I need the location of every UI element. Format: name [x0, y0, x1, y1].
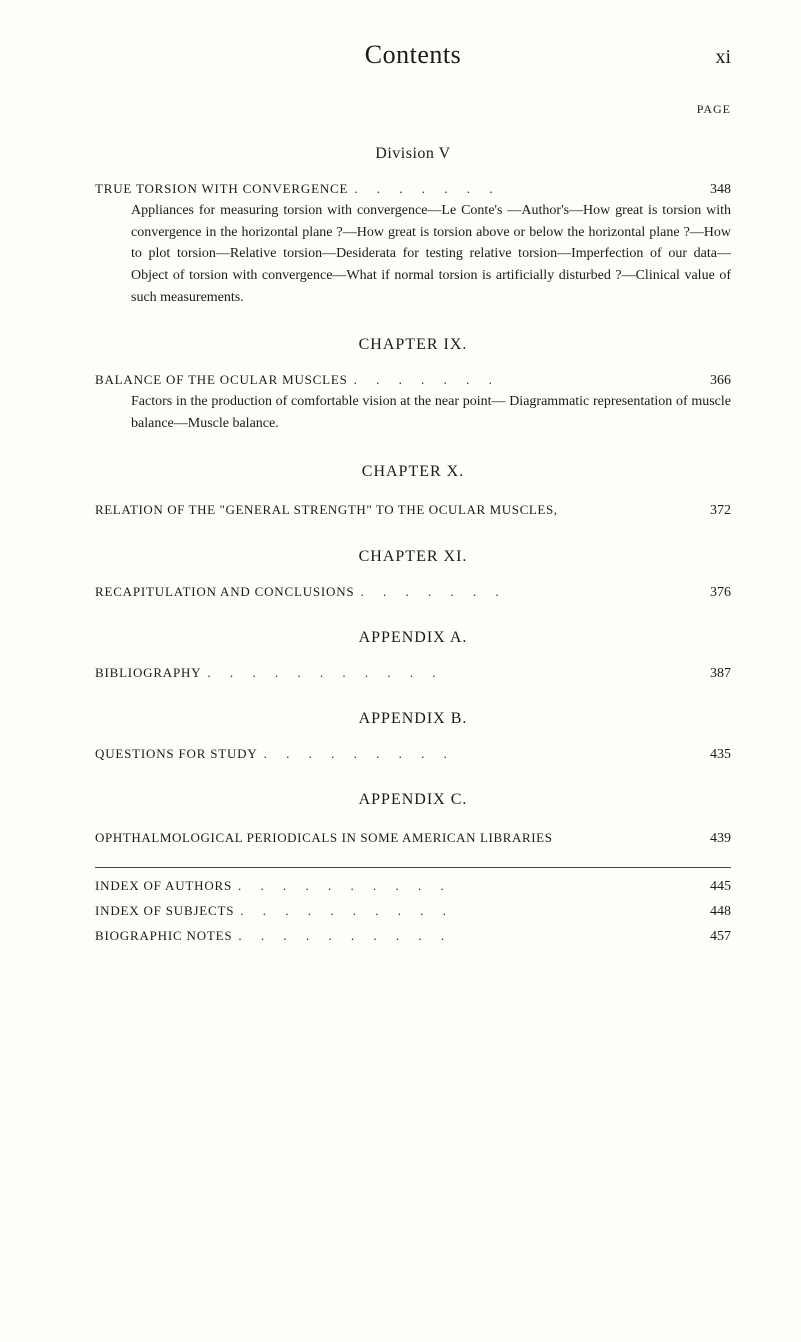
leader-dots: . . . . . . .: [354, 372, 685, 388]
leader-dots: . . . . . . .: [354, 181, 685, 197]
leader-dots: . . . . . . . . . .: [238, 878, 685, 894]
toc-entry-line: TRUE TORSION WITH CONVERGENCE . . . . . …: [95, 181, 731, 198]
chapter-heading: CHAPTER X.: [95, 463, 731, 481]
toc-entry-description: Appliances for measuring torsion with co…: [131, 200, 731, 308]
toc-entry-line: INDEX OF AUTHORS . . . . . . . . . . 445: [95, 878, 731, 895]
toc-entry-appendix: OPHTHALMOLOGICAL PERIODICALS IN SOME AME…: [95, 827, 731, 848]
toc-entry-title: BIOGRAPHIC NOTES: [95, 928, 232, 944]
chapter-heading: CHAPTER IX.: [95, 336, 731, 354]
leader-dots: . . . . . . . . . .: [240, 903, 685, 919]
toc-entry-appendix: QUESTIONS FOR STUDY . . . . . . . . . 43…: [95, 746, 731, 763]
toc-entry-line: BALANCE OF THE OCULAR MUSCLES . . . . . …: [95, 372, 731, 389]
toc-entry-chapter: RELATION OF THE "GENERAL STRENGTH" TO TH…: [95, 499, 731, 520]
toc-entry-description: Factors in the production of comfortable…: [131, 391, 731, 434]
toc-entry-line: INDEX OF SUBJECTS . . . . . . . . . . 44…: [95, 903, 731, 920]
toc-entry-title: RECAPITULATION AND CONCLUSIONS: [95, 584, 354, 600]
toc-entry-page: 387: [691, 666, 731, 682]
toc-entry-page: 376: [691, 585, 731, 601]
toc-entry-title: INDEX OF SUBJECTS: [95, 903, 234, 919]
toc-entry-appendix: BIBLIOGRAPHY . . . . . . . . . . . 387: [95, 665, 731, 682]
appendix-heading: APPENDIX B.: [95, 710, 731, 728]
toc-entry-index: INDEX OF SUBJECTS . . . . . . . . . . 44…: [95, 903, 731, 920]
appendix-heading: APPENDIX A.: [95, 629, 731, 647]
toc-entry-index: BIOGRAPHIC NOTES . . . . . . . . . . 457: [95, 928, 731, 945]
toc-entry-chapter: BALANCE OF THE OCULAR MUSCLES . . . . . …: [95, 372, 731, 434]
toc-entry-page: 366: [691, 373, 731, 389]
toc-entry-page: 348: [691, 182, 731, 198]
toc-entry-title: QUESTIONS FOR STUDY: [95, 746, 258, 762]
toc-entry-title: INDEX OF AUTHORS: [95, 878, 232, 894]
toc-entry-line: BIBLIOGRAPHY . . . . . . . . . . . 387: [95, 665, 731, 682]
toc-entry-line: RECAPITULATION AND CONCLUSIONS . . . . .…: [95, 584, 731, 601]
toc-entry-chapter: RECAPITULATION AND CONCLUSIONS . . . . .…: [95, 584, 731, 601]
toc-entry-page: 457: [691, 929, 731, 945]
toc-entry-line: RELATION OF THE "GENERAL STRENGTH" TO TH…: [95, 499, 731, 520]
toc-entry-line: OPHTHALMOLOGICAL PERIODICALS IN SOME AME…: [95, 827, 731, 848]
page-column-label: PAGE: [95, 102, 731, 117]
roman-page-number: xi: [691, 46, 731, 69]
toc-entry-page: 435: [691, 747, 731, 763]
toc-entry-index: INDEX OF AUTHORS . . . . . . . . . . 445: [95, 878, 731, 895]
toc-entry-line: BIOGRAPHIC NOTES . . . . . . . . . . 457: [95, 928, 731, 945]
leader-dots: . . . . . . . . . . .: [207, 665, 685, 681]
appendix-heading: APPENDIX C.: [95, 791, 731, 809]
toc-entry-division: TRUE TORSION WITH CONVERGENCE . . . . . …: [95, 181, 731, 308]
toc-entry-page: 448: [691, 904, 731, 920]
division-heading: Division V: [95, 145, 731, 163]
toc-entry-page: 439: [691, 831, 731, 847]
page-title: Contents: [135, 40, 691, 70]
leader-dots: . . . . . . . . .: [264, 746, 685, 762]
toc-entry-title: OPHTHALMOLOGICAL PERIODICALS IN SOME AME…: [95, 827, 553, 848]
toc-entry-line: QUESTIONS FOR STUDY . . . . . . . . . 43…: [95, 746, 731, 763]
toc-entry-title: BALANCE OF THE OCULAR MUSCLES: [95, 372, 348, 388]
leader-dots: . . . . . . .: [360, 584, 685, 600]
chapter-heading: CHAPTER XI.: [95, 548, 731, 566]
toc-entry-title: RELATION OF THE "GENERAL STRENGTH" TO TH…: [95, 499, 558, 520]
contents-page: Contents xi PAGE Division V TRUE TORSION…: [0, 0, 801, 1342]
index-block: INDEX OF AUTHORS . . . . . . . . . . 445…: [95, 867, 731, 945]
toc-entry-title: TRUE TORSION WITH CONVERGENCE: [95, 181, 348, 197]
title-row: Contents xi: [95, 40, 731, 70]
toc-entry-page: 372: [691, 503, 731, 519]
toc-entry-page: 445: [691, 879, 731, 895]
leader-dots: . . . . . . . . . .: [238, 928, 685, 944]
toc-entry-title: BIBLIOGRAPHY: [95, 665, 201, 681]
